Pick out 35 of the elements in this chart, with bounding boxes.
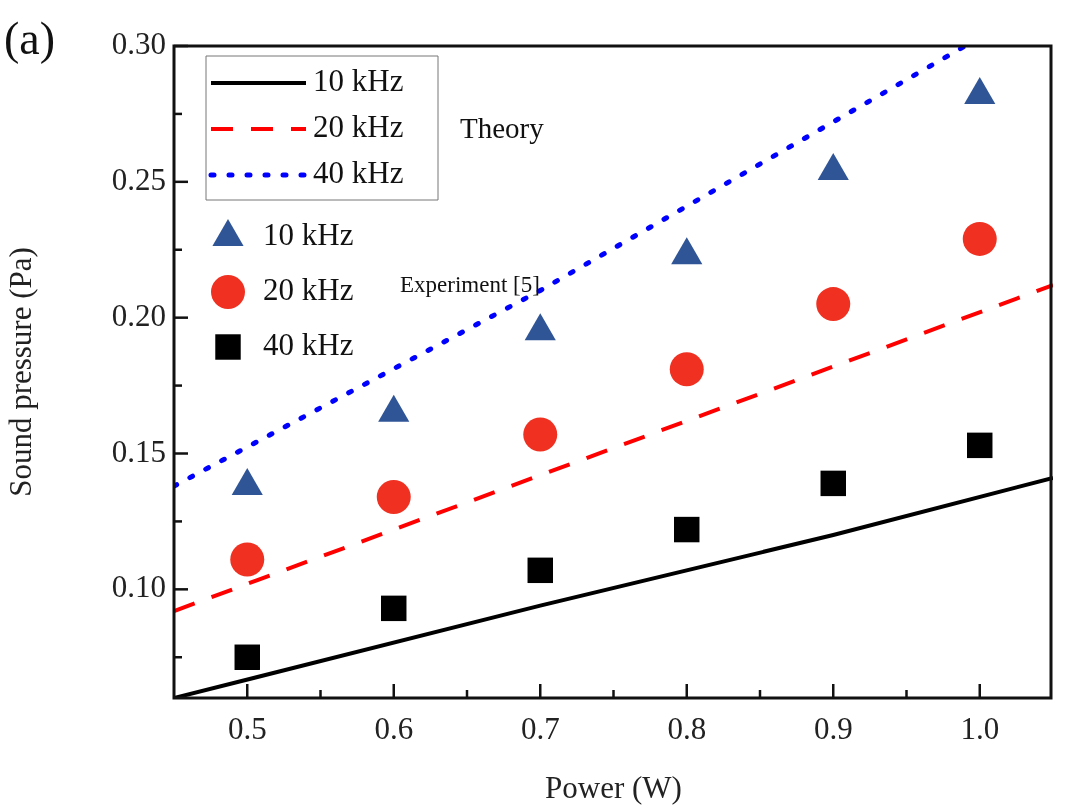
y-tick-label: 0.10: [111, 569, 166, 605]
y-tick-label: 0.30: [111, 26, 166, 62]
point: [376, 479, 411, 514]
point: [527, 557, 553, 584]
x-tick-label: 0.8: [667, 710, 707, 746]
x-tick-label: 0.6: [374, 710, 414, 746]
legend-label: 20 kHz: [263, 272, 354, 308]
point: [524, 313, 556, 341]
point: [817, 152, 849, 180]
point: [234, 644, 260, 670]
y-tick-label: 0.15: [111, 433, 166, 469]
x-axis-title: Power (W): [545, 769, 682, 805]
point: [230, 542, 265, 577]
y-tick-label: 0.20: [111, 297, 166, 333]
annotation: Experiment [5]: [400, 272, 540, 298]
x-tick-label: 1.0: [960, 710, 1000, 746]
point: [967, 432, 993, 459]
x-tick-label: 0.7: [520, 710, 560, 746]
point: [964, 76, 996, 104]
annotation: Theory: [460, 111, 545, 144]
legend-label: 20 kHz: [313, 109, 404, 145]
point: [671, 237, 703, 265]
point: [674, 516, 700, 543]
legend-label: 10 kHz: [263, 217, 354, 253]
x-tick-label: 0.9: [813, 710, 853, 746]
legend-label: 40 kHz: [263, 327, 354, 363]
x-tick-label: 0.5: [227, 710, 267, 746]
y-axis-title: Sound pressure (Pa): [2, 247, 38, 497]
point: [381, 595, 407, 622]
point: [820, 470, 846, 497]
legend-label: 10 kHz: [313, 63, 404, 99]
legend-label: 40 kHz: [313, 155, 404, 191]
y-tick-label: 0.25: [111, 161, 166, 197]
text: (a): [4, 13, 56, 65]
point: [523, 417, 558, 452]
